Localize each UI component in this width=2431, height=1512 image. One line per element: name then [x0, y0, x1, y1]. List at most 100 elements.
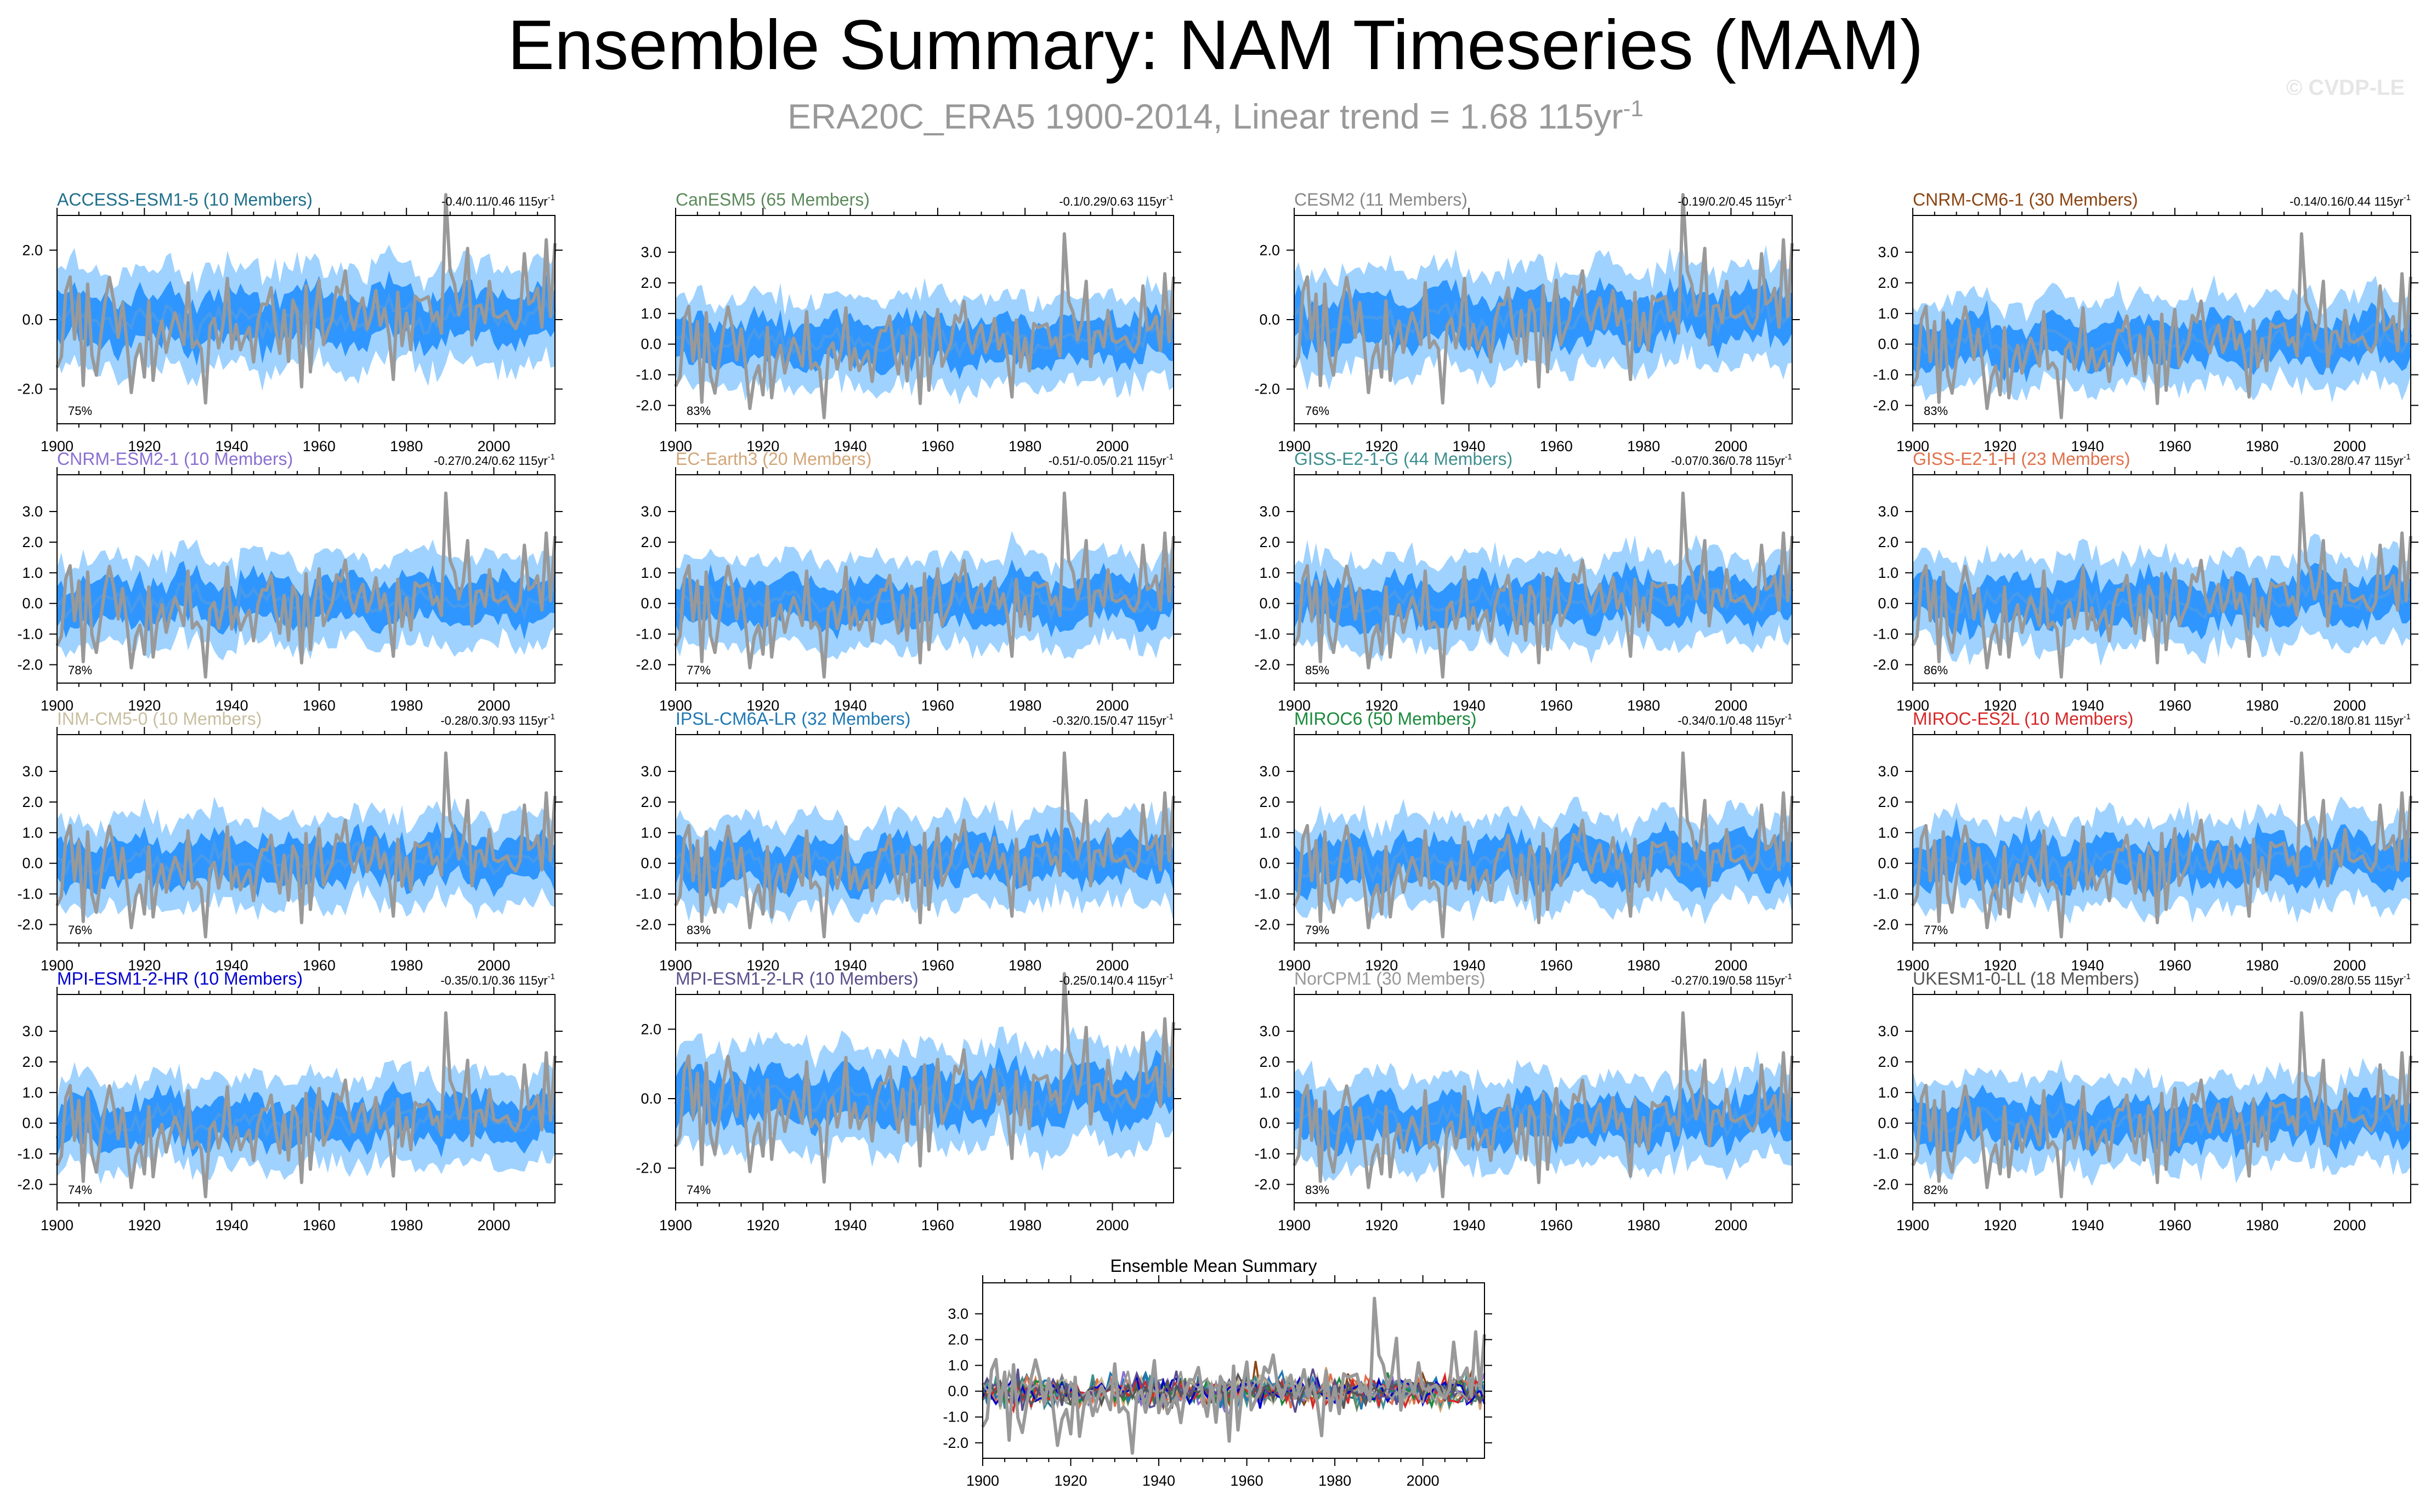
panel-15: 1900 1920 1940 1960 1980 2000 3.0 2.0 1.0 0.0 -1.0…	[1254, 969, 1800, 1234]
panel-trend-exponent: -1	[2404, 972, 2411, 981]
y-tick-label: 3.0	[1259, 763, 1280, 780]
x-tick-label: 1900	[966, 1473, 999, 1489]
y-tick-label: 0.0	[641, 336, 661, 353]
observed-line	[674, 751, 1175, 939]
y-tick-label: 3.0	[1878, 244, 1899, 260]
y-tick-label: -1.0	[1254, 626, 1280, 643]
panel-title: MIROC-ES2L (10 Members)	[1913, 709, 2133, 729]
x-tick-label: 1960	[921, 1217, 954, 1234]
y-tick-label: -2.0	[1873, 656, 1899, 673]
x-tick-label: 2000	[1714, 697, 1747, 714]
x-tick-label: 1960	[1231, 1473, 1263, 1489]
y-tick-label: -1.0	[17, 626, 43, 643]
y-tick-label: -2.0	[1873, 1176, 1899, 1192]
panel-trend: -0.07/0.36/0.78 115yr-1	[1671, 452, 1792, 468]
panel-trend: -0.34/0.1/0.48 115yr-1	[1678, 712, 1792, 727]
y-tick-label: 3.0	[22, 1023, 43, 1039]
panel-title: NorCPM1 (30 Members)	[1294, 969, 1486, 988]
x-tick-label: 2000	[2333, 957, 2366, 974]
y-tick-label: 0.0	[641, 855, 661, 872]
x-tick-label: 1900	[1278, 697, 1311, 714]
x-tick-label: 1900	[1278, 438, 1311, 454]
panel-trend-text: -0.14/0.16/0.44 115yr	[2290, 195, 2404, 208]
y-tick-label: 1.0	[1878, 565, 1899, 581]
panel-trend-text: -0.13/0.28/0.47 115yr	[2290, 454, 2404, 468]
y-tick-label: -2.0	[17, 916, 43, 933]
y-tick-label: -2.0	[636, 397, 661, 413]
y-tick-label: 0.0	[1878, 595, 1899, 612]
x-tick-label: 1920	[746, 438, 779, 454]
y-tick-label: 2.0	[641, 275, 661, 291]
panel-percent: 74%	[687, 1183, 711, 1197]
x-tick-label: 1940	[2071, 697, 2104, 714]
x-tick-label: 1920	[1365, 697, 1398, 714]
observed-line	[1293, 751, 1794, 939]
y-tick-label: -2.0	[17, 1176, 43, 1192]
x-tick-label: 1900	[41, 438, 73, 454]
panel-percent: 77%	[1924, 923, 1948, 937]
panel-13: 1900 1920 1940 1960 1980 2000 3.0 2.0 1.0 0.0 -1.0…	[17, 969, 563, 1234]
y-tick-label: 2.0	[22, 1054, 43, 1070]
x-tick-label: 1980	[1627, 1217, 1660, 1234]
panel-trend-exponent: -1	[2404, 712, 2411, 721]
y-tick-label: 3.0	[22, 503, 43, 520]
x-tick-label: 1940	[1453, 957, 1486, 974]
panel-trend: -0.4/0.11/0.46 115yr-1	[441, 193, 555, 208]
panel-percent: 77%	[687, 663, 711, 677]
panel-percent: 79%	[1305, 923, 1329, 937]
x-tick-label: 1900	[659, 438, 692, 454]
x-tick-label: 2000	[477, 438, 510, 454]
x-tick-label: 1960	[1540, 957, 1573, 974]
panel-8: 1900 1920 1940 1960 1980 2000 3.0 2.0 1.0 0.0 -1.0…	[1873, 449, 2418, 714]
panel-trend-exponent: -1	[548, 452, 555, 462]
y-tick-label: 2.0	[1259, 242, 1280, 258]
y-tick-label: 0.0	[22, 595, 43, 612]
summary-panel: 1900 1920 1940 1960 1980 2000 3.0 2.0 1.0 0.0 -1.0…	[943, 1256, 1492, 1489]
x-tick-label: 1920	[128, 438, 161, 454]
y-tick-label: 0.0	[1878, 855, 1899, 872]
panel-title: CESM2 (11 Members)	[1294, 190, 1467, 209]
y-tick-label: 2.0	[1259, 794, 1280, 810]
y-tick-label: -1.0	[636, 626, 661, 643]
x-tick-label: 2000	[477, 957, 510, 974]
y-tick-label: 2.0	[1878, 1054, 1899, 1070]
y-tick-label: -1.0	[1254, 886, 1280, 902]
panel-10: 1900 1920 1940 1960 1980 2000 3.0 2.0 1.0 0.0 -1.0…	[636, 709, 1181, 974]
panel-title: ACCESS-ESM1-5 (10 Members)	[57, 190, 313, 209]
y-tick-label: 3.0	[948, 1305, 968, 1322]
x-tick-label: 1900	[1896, 697, 1929, 714]
panel-trend-text: -0.34/0.1/0.48 115yr	[1678, 714, 1784, 727]
y-tick-label: 3.0	[1878, 763, 1899, 780]
panel-12: 1900 1920 1940 1960 1980 2000 3.0 2.0 1.0 0.0 -1.0…	[1873, 709, 2418, 974]
x-tick-label: 1960	[303, 1217, 336, 1234]
y-tick-label: -2.0	[1254, 381, 1280, 397]
panel-trend: -0.25/0.14/0.4 115yr-1	[1059, 972, 1174, 987]
y-tick-label: 3.0	[1259, 503, 1280, 520]
plot-frame	[1912, 994, 2411, 1203]
x-tick-label: 1980	[1008, 438, 1041, 454]
panel-trend: -0.09/0.28/0.55 115yr-1	[2290, 972, 2411, 987]
panel-percent: 83%	[1924, 404, 1948, 418]
x-tick-label: 1960	[303, 438, 336, 454]
subtitle-text: ERA20C_ERA5 1900-2014, Linear trend = 1.…	[787, 96, 1623, 137]
x-tick-label: 1960	[303, 697, 336, 714]
x-tick-label: 1920	[1365, 438, 1398, 454]
y-tick-label: 2.0	[22, 242, 43, 258]
x-tick-label: 1980	[1008, 957, 1041, 974]
y-tick-label: -2.0	[17, 656, 43, 673]
x-tick-label: 1900	[41, 1217, 73, 1234]
panel-title: IPSL-CM6A-LR (32 Members)	[676, 709, 911, 729]
summary-title: Ensemble Mean Summary	[1110, 1256, 1317, 1276]
panel-percent: 83%	[1305, 1183, 1329, 1197]
panel-trend: -0.35/0.1/0.36 115yr-1	[440, 972, 555, 987]
y-tick-label: -1.0	[636, 886, 661, 902]
y-tick-label: 3.0	[1878, 503, 1899, 520]
x-tick-label: 1940	[2071, 957, 2104, 974]
x-tick-label: 1940	[834, 697, 867, 714]
y-tick-label: -1.0	[943, 1409, 968, 1425]
panel-percent: 83%	[687, 923, 711, 937]
panel-trend-text: -0.32/0.15/0.47 115yr	[1052, 714, 1166, 727]
y-tick-label: 3.0	[641, 763, 661, 780]
y-tick-label: 1.0	[641, 825, 661, 841]
